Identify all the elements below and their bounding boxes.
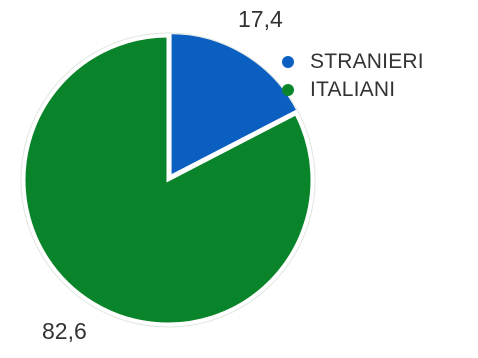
slice-value-label-italiani: 82,6: [42, 318, 87, 344]
legend-marker-stranieri: [282, 56, 294, 68]
slice-value-label-stranieri: 17,4: [238, 6, 283, 32]
legend-item-italiani: ITALIANI: [282, 76, 424, 104]
pie-outline: [20, 32, 316, 328]
legend: STRANIERI ITALIANI: [282, 48, 424, 104]
pie-slice-italiani: [22, 34, 314, 326]
pie-slices: [20, 31, 316, 328]
legend-label-stranieri: STRANIERI: [310, 50, 424, 73]
legend-label-italiani: ITALIANI: [310, 78, 396, 101]
legend-item-stranieri: STRANIERI: [282, 48, 424, 76]
pie-slice-stranieri: [168, 31, 300, 180]
legend-marker-italiani: [282, 84, 294, 96]
